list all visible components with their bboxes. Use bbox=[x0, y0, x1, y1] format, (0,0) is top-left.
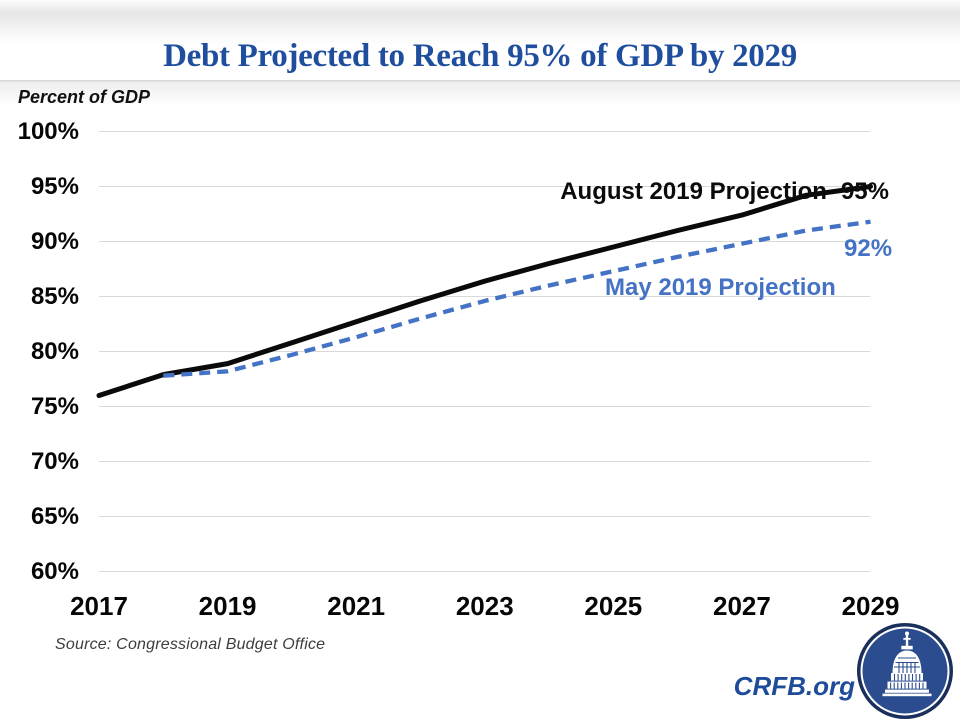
annotation-may-projection: May 2019 Projection bbox=[605, 274, 836, 301]
x-tick-label: 2029 bbox=[841, 591, 900, 621]
crfb-logo bbox=[857, 623, 953, 719]
header-gradient-band bbox=[0, 0, 960, 46]
page-title: Debt Projected to Reach 95% of GDP by 20… bbox=[163, 38, 797, 74]
may-projection-line bbox=[163, 219, 871, 378]
x-tick-label: 2023 bbox=[455, 591, 514, 621]
y-tick-label: 75% bbox=[30, 392, 79, 420]
august-end-value: 95% bbox=[840, 178, 889, 205]
y-tick-label: 80% bbox=[30, 337, 79, 365]
x-tick-label: 2019 bbox=[198, 591, 257, 621]
august-projection-line bbox=[96, 184, 873, 398]
y-tick-label: 70% bbox=[30, 447, 79, 475]
y-tick-label: 95% bbox=[30, 172, 79, 200]
y-tick-label: 60% bbox=[30, 557, 79, 585]
annotation-august-projection: August 2019 Projection 95% bbox=[534, 150, 889, 234]
may-end-value: 92% bbox=[844, 235, 893, 262]
brand-text: CRFB.org bbox=[733, 671, 855, 701]
y-tick-label: 100% bbox=[17, 117, 79, 145]
y-tick-label: 85% bbox=[30, 282, 79, 310]
y-tick-label: 90% bbox=[30, 227, 79, 255]
x-tick-label: 2021 bbox=[327, 591, 386, 621]
capitol-detail-lines bbox=[890, 657, 924, 689]
x-tick-label: 2017 bbox=[70, 591, 128, 621]
y-axis-units-label: Percent of GDP bbox=[18, 87, 151, 107]
title-divider-band bbox=[0, 80, 960, 106]
x-tick-label: 2025 bbox=[584, 591, 643, 621]
august-series-label: August 2019 Projection bbox=[560, 178, 827, 205]
y-tick-label: 65% bbox=[30, 502, 79, 530]
source-note: Source: Congressional Budget Office bbox=[55, 636, 326, 653]
series-lines bbox=[96, 184, 873, 398]
x-tick-label: 2027 bbox=[712, 591, 771, 621]
gridlines bbox=[99, 131, 871, 572]
